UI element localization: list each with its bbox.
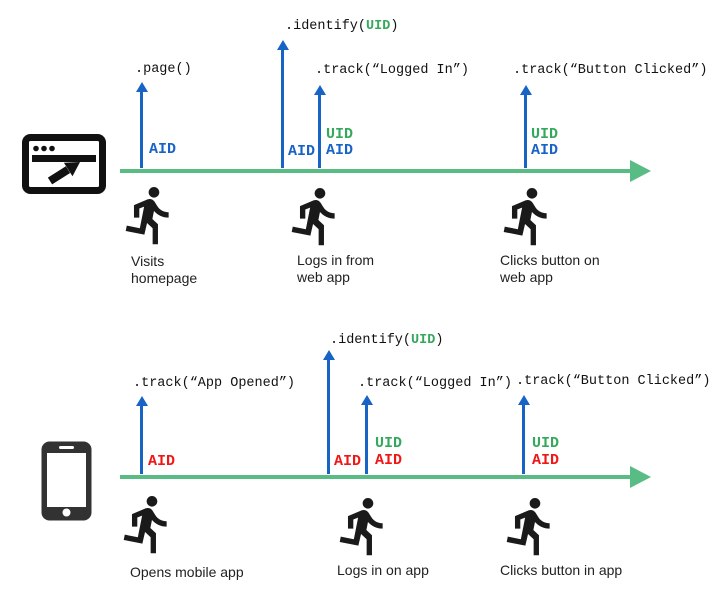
web-timeline-arrowhead-icon: [630, 160, 651, 182]
web-event-page-code: .page(): [135, 62, 192, 77]
caption-line: homepage: [131, 270, 198, 286]
walking-person-icon: [284, 184, 348, 248]
caption-line: Clicks button in app: [500, 562, 623, 578]
mobile-event-track-login-uid-label: UID: [375, 435, 403, 452]
mobile-event-track-button-uid-label: UID: [532, 435, 560, 452]
mobile-actor-caption-open: Opens mobile app: [130, 564, 244, 581]
web-event-track-button-uid-label: UID: [531, 126, 559, 143]
code-prefix: .identify(: [330, 333, 412, 348]
walking-person-icon: [499, 494, 563, 558]
mobile-event-track-login-code: .track(“Logged In”): [358, 376, 512, 391]
web-event-identify-code: .identify(UID): [285, 20, 398, 34]
code-uid: UID: [411, 333, 436, 348]
mobile-event-identify-aid-label: AID: [334, 453, 362, 470]
walking-person-icon-svg: [284, 184, 348, 248]
web-event-track-button-code: .track(“Button Clicked”): [513, 63, 708, 78]
web-event-track-login-arrow-icon: [313, 85, 326, 168]
web-actor-caption-visits: Visits homepage: [131, 253, 197, 287]
web-event-track-button-aid-label: AID: [531, 142, 559, 159]
web-event-identify-aid-label: AID: [288, 143, 316, 160]
walking-person-icon-svg: [499, 494, 563, 558]
mobile-event-track-login-aid-label: AID: [375, 452, 403, 469]
walking-person-icon: [332, 494, 396, 558]
web-actor-caption-login: Logs in from web app: [297, 252, 374, 286]
caption-line: Clicks button on: [500, 252, 600, 268]
caption-line: web app: [297, 269, 350, 285]
web-timeline-axis: [120, 169, 632, 173]
walking-person-icon: [496, 184, 560, 248]
web-event-identify-arrow-icon: [276, 40, 289, 168]
walking-person-icon-svg: [116, 492, 180, 556]
mobile-event-track-open-aid-label: AID: [148, 453, 176, 470]
mobile-actor-caption-login: Logs in on app: [337, 562, 429, 579]
code-suffix: ): [435, 333, 444, 348]
mobile-event-track-open-code: .track(“App Opened”): [133, 376, 296, 391]
web-event-track-login-uid-label: UID: [326, 126, 354, 143]
smartphone-icon: [40, 440, 93, 522]
caption-line: web app: [500, 269, 553, 285]
code-prefix: .identify(: [285, 19, 367, 34]
mobile-event-track-open-arrow-icon: [135, 396, 148, 474]
web-event-page-aid-label: AID: [149, 141, 177, 158]
mobile-event-identify-code: .identify(UID): [330, 334, 443, 348]
walking-person-icon-svg: [496, 184, 560, 248]
walking-person-icon-svg: [118, 183, 182, 247]
mobile-event-track-login-arrow-icon: [360, 395, 373, 474]
walking-person-icon-svg: [332, 494, 396, 558]
web-event-track-login-aid-label: AID: [326, 142, 354, 159]
caption-line: Opens mobile app: [130, 564, 244, 580]
code-suffix: ): [390, 19, 399, 34]
caption-line: Logs in from: [297, 252, 375, 268]
mobile-event-track-button-aid-label: AID: [532, 452, 560, 469]
walking-person-icon: [118, 183, 182, 247]
code-uid: UID: [366, 19, 391, 34]
mobile-timeline-arrowhead-icon: [630, 466, 651, 488]
mobile-timeline-axis: [120, 475, 632, 479]
walking-person-icon: [116, 492, 180, 556]
browser-window-icon-svg: [22, 134, 106, 194]
mobile-event-track-button-code: .track(“Button Clicked”): [516, 374, 711, 389]
web-event-page-arrow-icon: [135, 82, 148, 168]
mobile-event-track-button-arrow-icon: [517, 395, 530, 474]
smartphone-icon-svg: [41, 441, 92, 521]
caption-line: Visits: [131, 253, 165, 269]
caption-line: Logs in on app: [337, 562, 429, 578]
mobile-event-identify-arrow-icon: [322, 350, 335, 474]
mobile-actor-caption-button: Clicks button in app: [500, 562, 622, 579]
web-event-track-login-code: .track(“Logged In”): [315, 63, 469, 78]
web-actor-caption-button: Clicks button on web app: [500, 252, 600, 286]
browser-window-icon: [22, 134, 106, 194]
web-event-track-button-arrow-icon: [519, 85, 532, 168]
